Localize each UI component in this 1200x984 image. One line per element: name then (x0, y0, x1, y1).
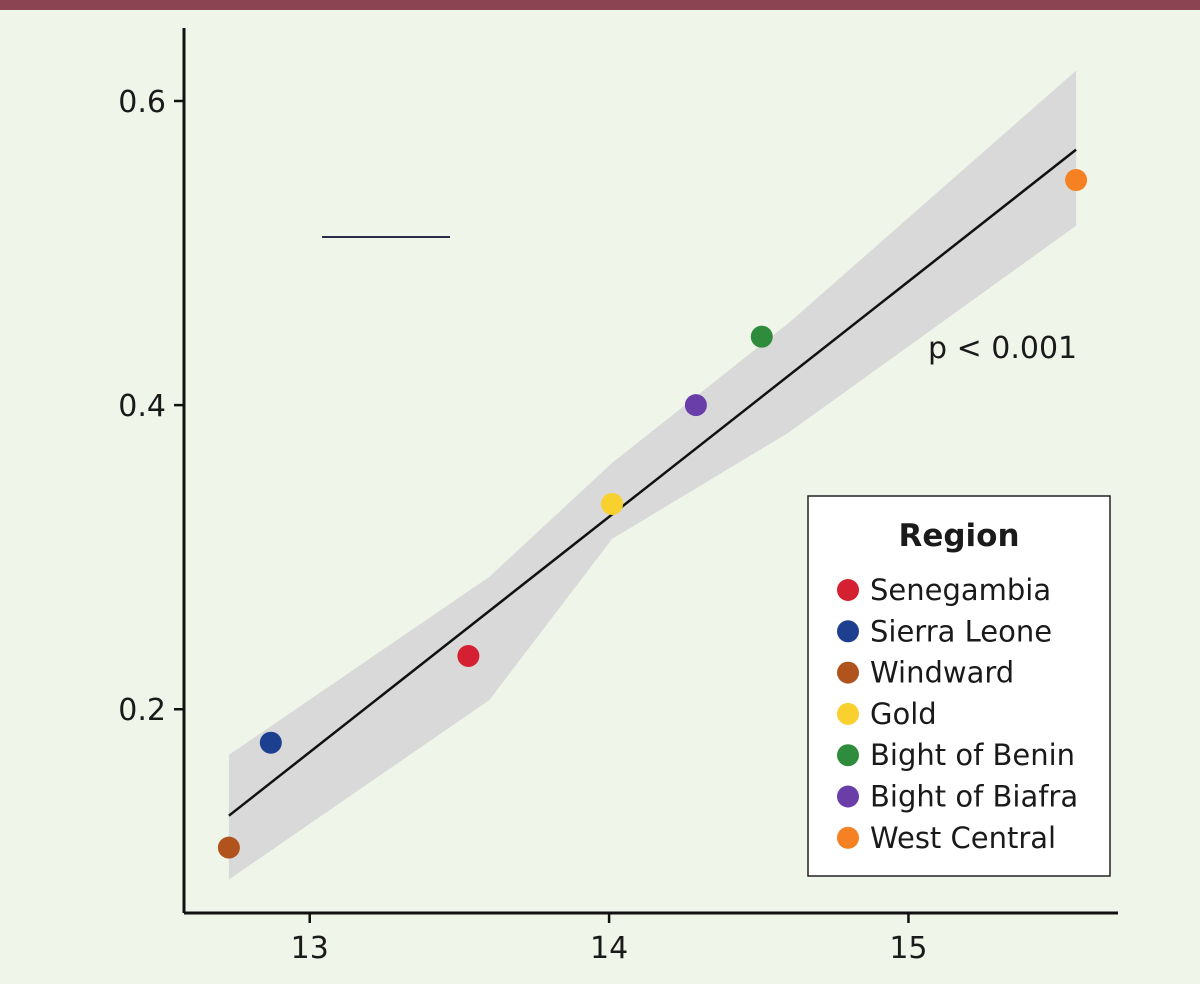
legend-label: Bight of Benin (870, 738, 1075, 772)
legend-label: Windward (870, 656, 1014, 690)
legend-swatch (837, 826, 859, 849)
data-points (217, 169, 1088, 859)
axes (182, 28, 1118, 915)
legend-label: Senegambia (870, 573, 1051, 607)
data-point (1065, 169, 1088, 192)
data-point (457, 645, 480, 668)
y-tick-label: 0.2 (118, 693, 166, 728)
legend-label: Gold (870, 697, 937, 731)
y-ticks: 0.2 0.4 0.6 (118, 85, 184, 728)
legend-label: Bight of Biafra (870, 780, 1078, 814)
legend: Region Senegambia Sierra Leone Windward Gol… (807, 495, 1111, 877)
confidence-band (228, 70, 1077, 880)
x-tick-label: 13 (291, 931, 329, 966)
top-accent-bar (0, 0, 1200, 10)
y-tick-label: 0.6 (118, 85, 166, 120)
x-ticks: 13 14 15 (291, 913, 928, 966)
legend-swatch (837, 620, 859, 643)
confidence-band-group (228, 70, 1077, 880)
x-tick-label: 14 (590, 931, 628, 966)
data-point (601, 492, 624, 515)
legend-swatch (837, 579, 859, 601)
data-point (684, 394, 707, 417)
legend-box (807, 495, 1111, 877)
regression-line (228, 148, 1077, 817)
data-point (750, 325, 773, 348)
legend-items: Senegambia Sierra Leone Windward Gold Bight … (837, 573, 1078, 855)
x-tick-label: 15 (889, 931, 927, 966)
legend-swatch (837, 661, 859, 684)
legend-swatch (837, 744, 859, 767)
data-point (259, 731, 282, 754)
legend-label: Sierra Leone (870, 614, 1052, 648)
p-value-annotation: p < 0.001 (928, 331, 1077, 366)
data-point (217, 836, 240, 859)
y-tick-label: 0.4 (118, 389, 166, 424)
legend-title: Region (898, 518, 1019, 554)
legend-swatch (837, 702, 859, 725)
legend-label: West Central (870, 821, 1056, 855)
legend-swatch (837, 785, 859, 808)
